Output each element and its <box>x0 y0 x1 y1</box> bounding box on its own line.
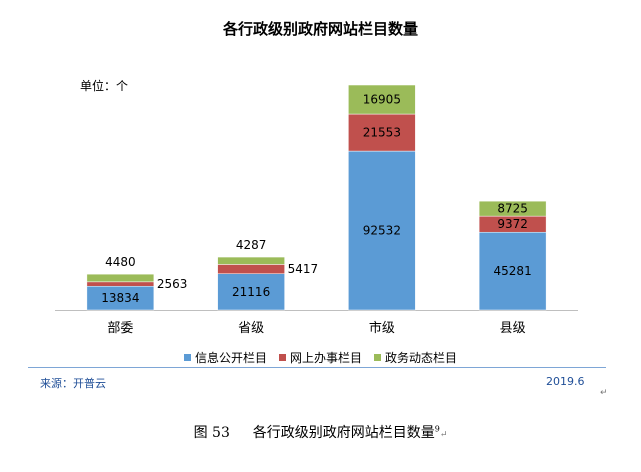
legend-label: 网上办事栏目 <box>289 351 362 365</box>
data-label: 21116 <box>232 285 270 299</box>
paragraph-mark-icon: ↵ <box>600 388 608 398</box>
category-tick-label: 市级 <box>369 320 395 336</box>
bar-segment <box>348 113 416 152</box>
figure-caption-text: 各行政级别政府网站栏目数量 <box>252 425 435 441</box>
bar-segment <box>86 281 155 287</box>
legend-label: 政务动态栏目 <box>385 351 458 365</box>
unit-label: 单位：个 <box>80 79 129 93</box>
bar-segment <box>217 256 285 265</box>
square-swatch-icon <box>183 354 191 361</box>
chart-title: 各行政级别政府网站栏目数量 <box>222 20 418 38</box>
data-label: 21553 <box>363 126 401 140</box>
chart-legend: 信息公开栏目 网上办事栏目 政务动态栏目 <box>0 349 641 366</box>
data-label: 4480 <box>105 255 136 269</box>
source-note: 来源：开普云 <box>40 377 106 390</box>
category-tick-label: 县级 <box>500 321 526 336</box>
category-tick-label: 省级 <box>238 321 264 336</box>
bar-segment <box>478 200 547 217</box>
bar-segment <box>348 150 416 311</box>
data-label: 13834 <box>101 291 139 305</box>
data-label: 45281 <box>494 264 532 278</box>
data-label: 9372 <box>497 217 528 231</box>
legend-item: 政务动态栏目 <box>374 349 457 366</box>
category-tick-label: 部委 <box>107 321 133 336</box>
data-label: 2563 <box>157 277 188 291</box>
stacked-bar-chart: 13834 2563 4480 部委 21116 5417 4287 省级 92532 21553… <box>55 84 578 336</box>
date-note: 2019.6 <box>546 375 585 388</box>
plot-area: 13834 2563 4480 部委 21116 5417 4287 省级 92532 21553… <box>55 84 578 336</box>
bar-segment <box>86 273 155 283</box>
bar-segment <box>348 84 416 115</box>
data-label: 4287 <box>236 238 267 252</box>
footnote-ref: 9 <box>434 424 440 434</box>
figure-number: 图 53 <box>193 425 230 441</box>
data-label: 92532 <box>363 224 401 238</box>
figure-caption: 图 53 各行政级别政府网站栏目数量9↵ <box>0 422 641 442</box>
square-swatch-icon <box>278 354 286 361</box>
legend-label: 信息公开栏目 <box>194 351 267 365</box>
bar-segment <box>478 231 547 311</box>
data-label: 8725 <box>497 202 528 216</box>
data-label: 5417 <box>288 262 319 276</box>
paragraph-mark-icon: ↵ <box>439 430 448 440</box>
legend-item: 信息公开栏目 <box>183 349 267 366</box>
divider-line <box>28 367 606 368</box>
legend-item: 网上办事栏目 <box>278 349 362 366</box>
bar-segment <box>217 264 285 274</box>
data-label: 16905 <box>363 93 401 107</box>
square-swatch-icon <box>374 354 381 361</box>
